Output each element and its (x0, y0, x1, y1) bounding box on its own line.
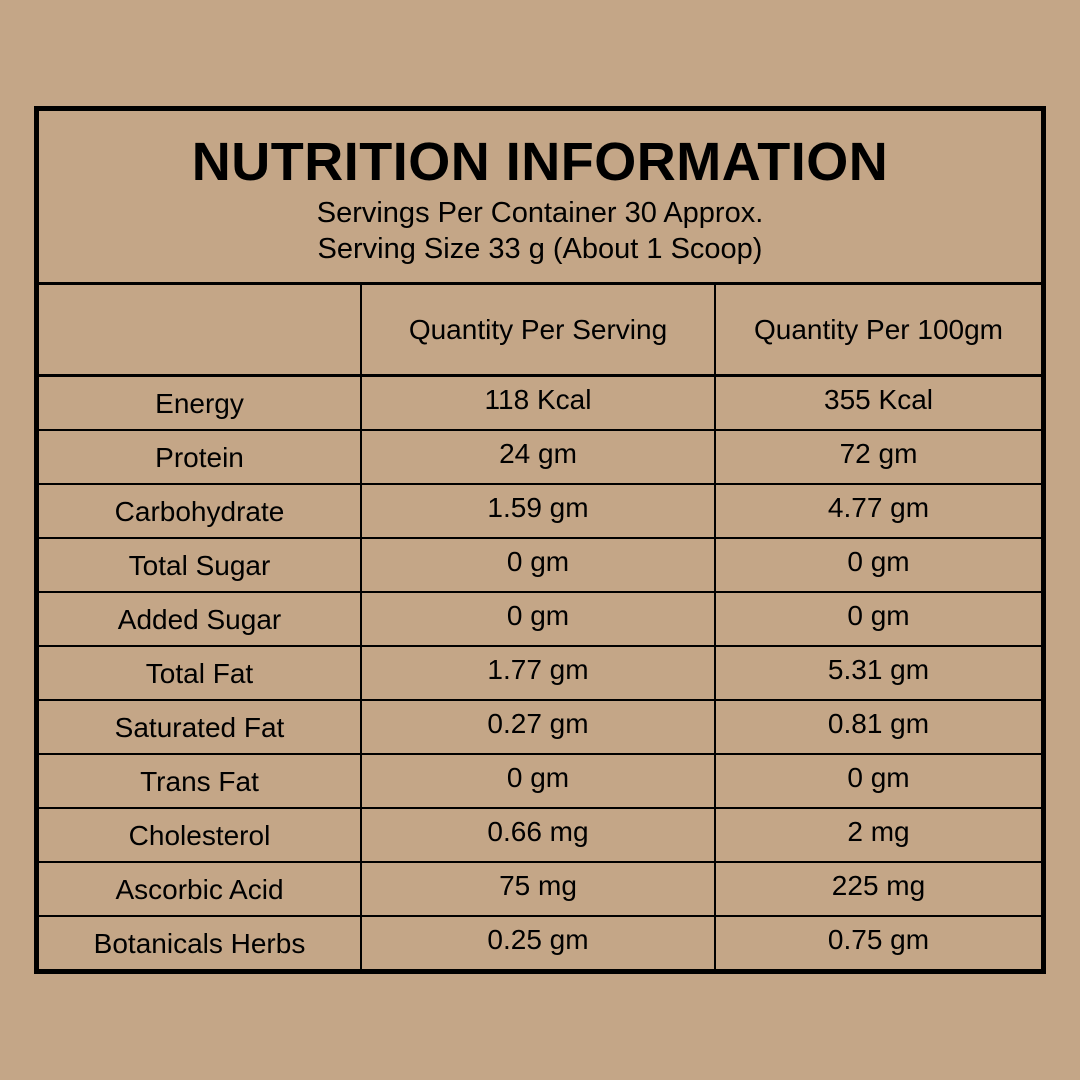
per-100g-value: 0.75 gm (827, 924, 930, 955)
servings-per-container: Servings Per Container 30 Approx. (316, 197, 764, 229)
per-serving-value: 1.77 gm (487, 654, 589, 685)
per-100g-value: 0 gm (847, 762, 910, 793)
per-100g-value-cell: 0 gm (714, 537, 1041, 593)
per-serving-value: 118 Kcal (484, 384, 592, 415)
per-serving-value: 0 gm (506, 762, 570, 793)
per-serving-value-cell: 0.25 gm (360, 915, 716, 969)
per-100g-value-cell: 2 mg (714, 807, 1041, 863)
nutrient-name: Saturated Fat (114, 712, 285, 743)
per-100g-value: 0.81 gm (827, 708, 930, 739)
nutrient-name: Total Fat (145, 658, 254, 689)
panel-title: NUTRITION INFORMATION (191, 132, 889, 192)
per-serving-value: 0.27 gm (487, 708, 589, 739)
per-serving-value: 0.25 gm (487, 924, 589, 955)
per-serving-value-cell: 0 gm (360, 591, 716, 647)
per-100g-value-cell: 5.31 gm (714, 645, 1041, 701)
nutrient-name: Carbohydrate (114, 496, 285, 527)
table-row: Botanicals Herbs 0.25 gm 0.75 gm (39, 915, 1041, 969)
panel-header: NUTRITION INFORMATION Servings Per Conta… (39, 111, 1041, 285)
table-row: Cholesterol 0.66 mg 2 mg (39, 807, 1041, 863)
nutrient-name-cell: Cholesterol (39, 807, 362, 863)
table-row: Total Fat 1.77 gm 5.31 gm (39, 645, 1041, 701)
table-row: Added Sugar 0 gm 0 gm (39, 591, 1041, 647)
nutrient-name-cell: Total Fat (39, 645, 362, 701)
per-100g-value-cell: 0 gm (714, 753, 1041, 809)
nutrient-name-cell: Added Sugar (39, 591, 362, 647)
per-serving-value-cell: 118 Kcal (360, 375, 716, 431)
table-header-row: Quantity Per Serving Quantity Per 100gm (39, 285, 1041, 377)
per-serving-value: 0 gm (506, 600, 570, 631)
nutrient-name-cell: Carbohydrate (39, 483, 362, 539)
column-header-nutrient (39, 285, 362, 377)
nutrient-name-cell: Energy (39, 375, 362, 431)
nutrient-name: Energy (155, 388, 244, 419)
nutrient-name: Total Sugar (128, 550, 271, 581)
table-row: Saturated Fat 0.27 gm 0.81 gm (39, 699, 1041, 755)
table-row: Trans Fat 0 gm 0 gm (39, 753, 1041, 809)
column-header-per-serving: Quantity Per Serving (360, 285, 716, 377)
per-100g-value: 225 mg (831, 870, 926, 901)
serving-size: Serving Size 33 g (About 1 Scoop) (317, 233, 763, 265)
per-serving-value: 0 gm (506, 546, 570, 577)
table-row: Energy 118 Kcal 355 Kcal (39, 375, 1041, 431)
per-serving-value: 1.59 gm (487, 492, 589, 523)
nutrient-name: Botanicals Herbs (93, 928, 306, 959)
nutrition-panel: NUTRITION INFORMATION Servings Per Conta… (34, 106, 1046, 974)
per-serving-value-cell: 0.66 mg (360, 807, 716, 863)
per-100g-value: 0 gm (847, 546, 910, 577)
per-serving-value-cell: 0 gm (360, 753, 716, 809)
per-serving-value: 75 mg (499, 870, 577, 901)
nutrient-name: Ascorbic Acid (115, 874, 284, 905)
nutrient-name: Protein (155, 442, 244, 473)
nutrient-name: Added Sugar (117, 604, 282, 635)
per-serving-value-cell: 1.59 gm (360, 483, 716, 539)
table-row: Protein 24 gm 72 gm (39, 429, 1041, 485)
table-row: Ascorbic Acid 75 mg 225 mg (39, 861, 1041, 917)
per-serving-value: 0.66 mg (487, 816, 589, 847)
nutrient-name: Trans Fat (140, 766, 259, 797)
per-serving-value-cell: 1.77 gm (360, 645, 716, 701)
table-row: Total Sugar 0 gm 0 gm (39, 537, 1041, 593)
nutrient-name-cell: Total Sugar (39, 537, 362, 593)
nutrition-table: Quantity Per Serving Quantity Per 100gm … (39, 285, 1041, 969)
per-serving-value-cell: 75 mg (360, 861, 716, 917)
per-serving-value-cell: 24 gm (360, 429, 716, 485)
per-100g-value: 5.31 gm (827, 654, 930, 685)
per-100g-value-cell: 0.81 gm (714, 699, 1041, 755)
column-header-per-100g: Quantity Per 100gm (714, 285, 1041, 377)
per-serving-value-cell: 0 gm (360, 537, 716, 593)
nutrient-name: Cholesterol (128, 820, 271, 851)
per-100g-value-cell: 0 gm (714, 591, 1041, 647)
nutrient-name-cell: Protein (39, 429, 362, 485)
nutrient-name-cell: Trans Fat (39, 753, 362, 809)
per-100g-value-cell: 4.77 gm (714, 483, 1041, 539)
table-row: Carbohydrate 1.59 gm 4.77 gm (39, 483, 1041, 539)
per-100g-value-cell: 0.75 gm (714, 915, 1041, 969)
nutrient-name-cell: Saturated Fat (39, 699, 362, 755)
per-100g-value-cell: 72 gm (714, 429, 1041, 485)
per-100g-value: 4.77 gm (827, 492, 930, 523)
per-100g-value: 355 Kcal (824, 384, 933, 415)
per-serving-value-cell: 0.27 gm (360, 699, 716, 755)
per-serving-value: 24 gm (499, 438, 577, 469)
per-100g-value: 2 mg (847, 816, 910, 847)
per-100g-value-cell: 225 mg (714, 861, 1041, 917)
per-100g-value: 72 gm (839, 438, 918, 469)
nutrient-name-cell: Ascorbic Acid (39, 861, 362, 917)
nutrient-name-cell: Botanicals Herbs (39, 915, 362, 969)
per-100g-value-cell: 355 Kcal (714, 375, 1041, 431)
per-100g-value: 0 gm (847, 600, 910, 631)
